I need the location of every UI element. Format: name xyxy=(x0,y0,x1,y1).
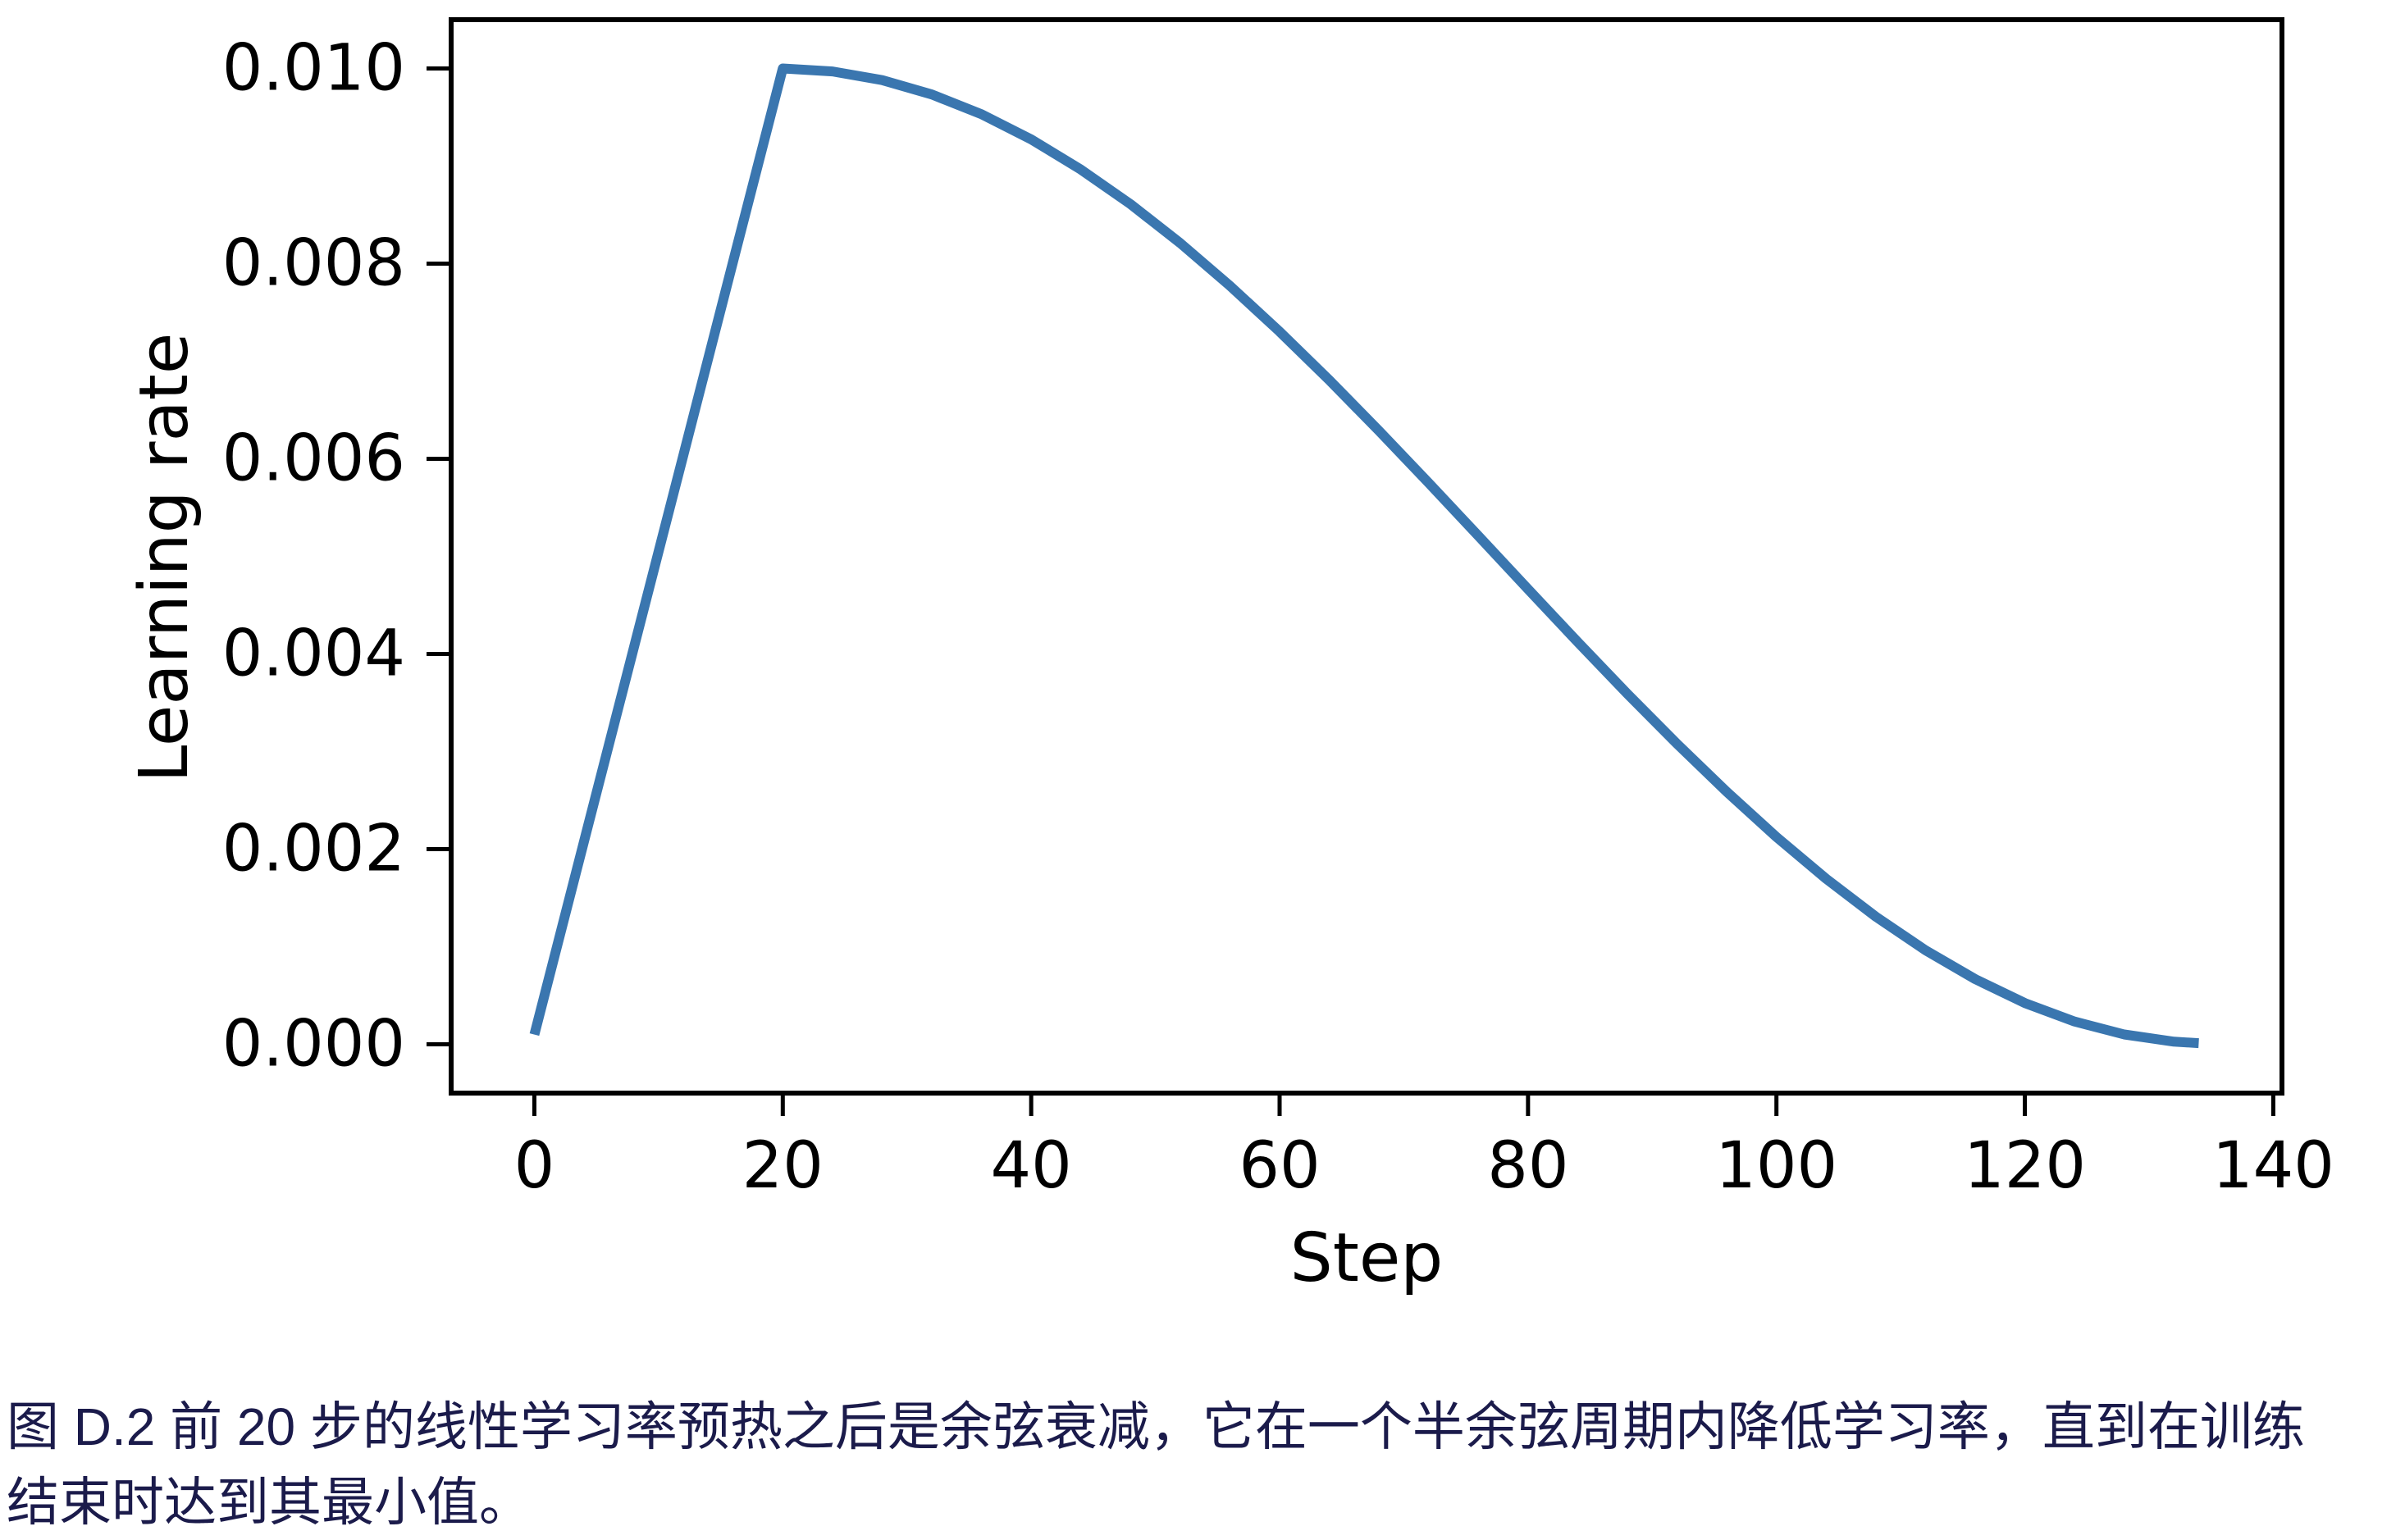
y-axis-label: Learning rate xyxy=(125,333,203,783)
x-tick-label: 60 xyxy=(1239,1129,1320,1203)
axes-layer: 0 20 40 60 80 100 120 140 0.000 0.002 0.004 0.006 0.… xyxy=(222,17,2334,1203)
x-tick-label: 40 xyxy=(991,1129,1072,1203)
x-tick-label: 80 xyxy=(1487,1129,1568,1203)
y-tick-label: 0.000 xyxy=(222,1008,405,1082)
axes-box xyxy=(449,17,2284,1096)
caption-line-1: 图 D.2 前 20 步的线性学习率预热之后是余弦衰减，它在一个半余弦周期内降低… xyxy=(7,1397,2305,1456)
x-tick-label: 0 xyxy=(514,1129,555,1203)
learning-rate-chart: 0 20 40 60 80 100 120 140 0.000 0.002 0.004 0.006 0.… xyxy=(125,17,2334,1297)
y-tick-label: 0.004 xyxy=(222,617,405,691)
x-tick-label: 20 xyxy=(742,1129,824,1203)
figure-caption: 图 D.2 前 20 步的线性学习率预热之后是余弦衰减，它在一个半余弦周期内降低… xyxy=(7,1389,2405,1540)
x-axis-label: Step xyxy=(1290,1219,1444,1297)
curve-layer xyxy=(529,63,2199,1049)
y-tick-label: 0.006 xyxy=(222,422,405,496)
lr-curve xyxy=(529,63,2199,1049)
x-tick-label: 100 xyxy=(1715,1129,1837,1203)
x-tick-label: 120 xyxy=(1964,1129,2086,1203)
y-tick-label: 0.008 xyxy=(222,227,405,301)
x-tick-label: 140 xyxy=(2212,1129,2334,1203)
y-tick-label: 0.010 xyxy=(222,32,405,106)
caption-line-2: 结束时达到其最小值。 xyxy=(7,1473,532,1532)
chart-canvas: 0 20 40 60 80 100 120 140 0.000 0.002 0.004 0.006 0.… xyxy=(125,17,2334,1297)
y-tick-label: 0.002 xyxy=(222,813,405,886)
